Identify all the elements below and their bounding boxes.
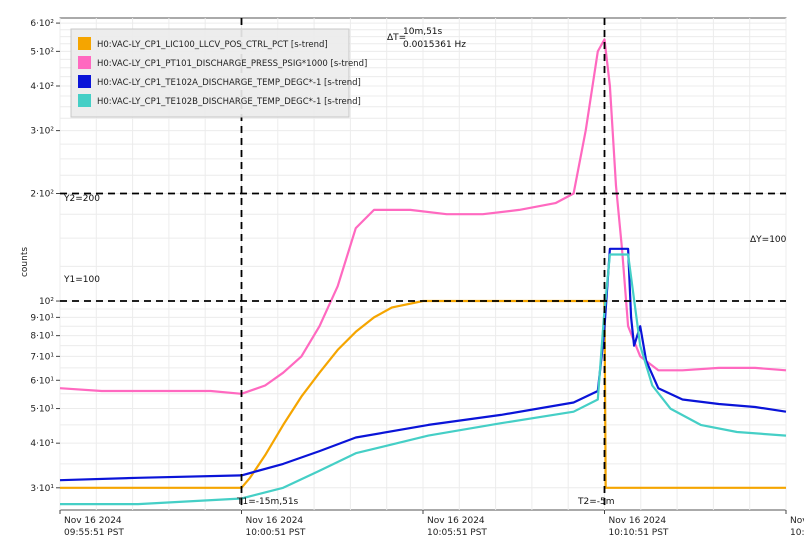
y-tick-label: 2·10²	[30, 190, 54, 200]
y-tick-label: 3·10²	[30, 127, 54, 137]
delta-t-frequency: 0.0015361 Hz	[403, 40, 466, 50]
y-axis-tick-labels: 3·10¹ 4·10¹ 5·10¹ 6·10¹ 7·10¹ 8·10¹ 9·10¹ 10² 2·…	[30, 19, 60, 494]
x-tick-label-time: 09:55:51 PST	[64, 528, 124, 538]
t1-cursor-label: T1=-15m,51s	[236, 497, 299, 507]
x-tick-label-time: 10:15	[790, 528, 804, 538]
y-tick-label: 9·10¹	[30, 313, 54, 323]
x-tick-label-date: Nov 16	[790, 516, 804, 526]
series-line-4	[60, 253, 787, 506]
legend-entry-1: H0:VAC-LY_CP1_LIC100_LLCV_POS_CTRL_PCT […	[97, 40, 328, 50]
delta-t-value: 10m,51s	[403, 27, 443, 37]
y-tick-label: 6·10²	[30, 19, 54, 29]
legend-entry-4: H0:VAC-LY_CP1_TE102B_DISCHARGE_TEMP_DEGC…	[97, 97, 361, 107]
cursor-lines[interactable]	[60, 18, 786, 510]
t2-cursor-label: T2=-5m	[577, 497, 615, 507]
y-axis-label: counts	[20, 247, 30, 277]
y-tick-label: 10²	[39, 297, 54, 307]
x-tick-label-time: 10:00:51 PST	[246, 528, 306, 538]
x-tick-label-time: 10:10:51 PST	[609, 528, 669, 538]
delta-y-label: ΔY=100	[750, 235, 787, 245]
delta-t-symbol: ΔT=	[387, 33, 406, 43]
legend: H0:VAC-LY_CP1_LIC100_LLCV_POS_CTRL_PCT […	[70, 28, 367, 118]
y-tick-label: 5·10²	[30, 47, 54, 57]
y-tick-label: 7·10¹	[30, 352, 54, 362]
legend-swatch-cyan	[78, 94, 91, 107]
x-tick-label-time: 10:05:51 PST	[427, 528, 487, 538]
legend-entry-3: H0:VAC-LY_CP1_TE102A_DISCHARGE_TEMP_DEGC…	[97, 78, 361, 88]
y-tick-label: 4·10¹	[30, 439, 54, 449]
legend-swatch-pink	[78, 56, 91, 69]
y-tick-label: 6·10¹	[30, 376, 54, 386]
y2-cursor-label: Y2=200	[63, 194, 100, 204]
y-tick-label: 3·10¹	[30, 484, 54, 494]
series-line-2	[59, 38, 787, 395]
y1-cursor-label: Y1=100	[63, 275, 100, 285]
y-tick-label: 4·10²	[30, 82, 54, 92]
y-tick-label: 5·10¹	[30, 405, 54, 415]
x-axis-tick-labels: Nov 16 2024 09:55:51 PST Nov 16 2024 10:00:…	[59, 510, 804, 538]
x-tick-label-date: Nov 16 2024	[427, 516, 485, 526]
x-tick-label-date: Nov 16 2024	[609, 516, 667, 526]
x-tick-label-date: Nov 16 2024	[246, 516, 304, 526]
legend-box	[70, 28, 350, 118]
legend-swatch-blue	[78, 75, 91, 88]
legend-entry-2: H0:VAC-LY_CP1_PT101_DISCHARGE_PRESS_PSIG…	[97, 59, 367, 69]
legend-swatch-orange	[78, 37, 91, 50]
x-tick-label-date: Nov 16 2024	[64, 516, 122, 526]
y-tick-label: 8·10¹	[30, 332, 54, 342]
